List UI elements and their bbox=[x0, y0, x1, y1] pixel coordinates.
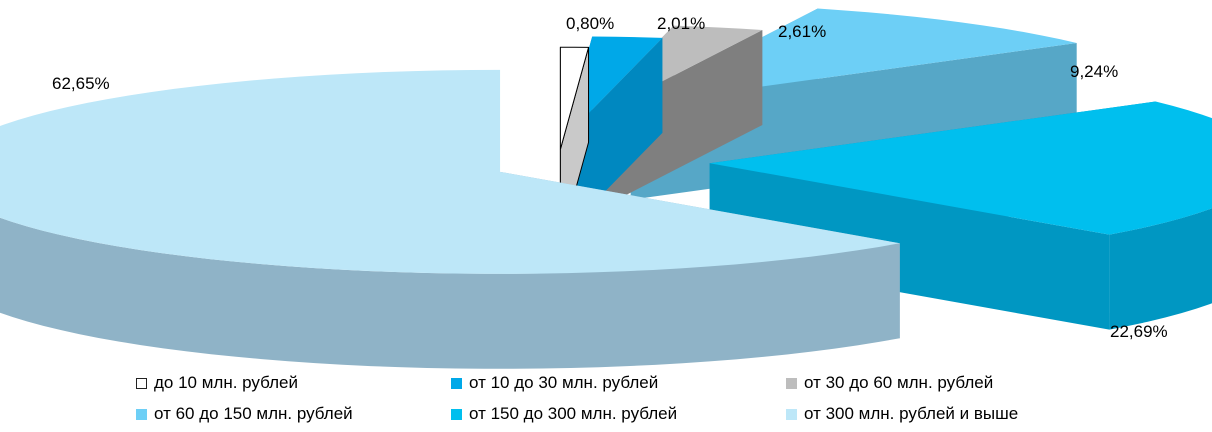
pie-slice-4-wall-1 bbox=[709, 163, 1110, 330]
slice-label-5: 62,65% bbox=[52, 74, 110, 93]
pie-slice-5-top bbox=[0, 69, 900, 274]
legend-item-2: от 30 до 60 млн. рублей bbox=[786, 373, 993, 393]
legend-label-2: от 30 до 60 млн. рублей bbox=[804, 373, 994, 392]
slice-label-4: 22,69% bbox=[1110, 322, 1168, 341]
slice-label-1: 2,01% bbox=[657, 14, 706, 33]
legend-item-1: от 10 до 30 млн. рублей bbox=[451, 373, 658, 393]
legend-item-5: от 300 млн. рублей и выше bbox=[786, 404, 1018, 424]
legend-item-3: от 60 до 150 млн. рублей bbox=[136, 404, 353, 424]
pie-slice-1-wall-1 bbox=[564, 37, 663, 234]
legend-swatch-2 bbox=[786, 377, 797, 389]
legend-swatch-4 bbox=[451, 408, 462, 420]
legend-item-0: до 10 млн. рублей bbox=[136, 373, 298, 393]
pie-slice-4-top bbox=[709, 101, 1212, 235]
pie-slice-5 bbox=[0, 69, 900, 369]
legend-label-3: от 60 до 150 млн. рублей bbox=[154, 404, 353, 423]
slice-label-2: 2,61% bbox=[778, 22, 827, 41]
pie-slice-0-top bbox=[559, 46, 590, 150]
legend-label-0: до 10 млн. рублей bbox=[154, 373, 298, 392]
pie-slice-4 bbox=[709, 101, 1212, 330]
pie-slice-4-front bbox=[1109, 208, 1212, 330]
legend-label-1: от 10 до 30 млн. рублей bbox=[469, 373, 659, 392]
slice-label-3: 9,24% bbox=[1070, 62, 1119, 81]
pie-slice-5-front bbox=[0, 217, 900, 369]
legend-label-4: от 150 до 300 млн. рублей bbox=[469, 404, 678, 423]
legend-swatch-1 bbox=[451, 377, 462, 389]
legend-swatch-0 bbox=[136, 377, 147, 389]
legend-swatch-3 bbox=[136, 408, 147, 420]
legend-label-5: от 300 млн. рублей и выше bbox=[804, 404, 1019, 423]
legend-item-4: от 150 до 300 млн. рублей bbox=[451, 404, 677, 424]
legend-swatch-5 bbox=[786, 408, 797, 420]
slice-label-0: 0,80% bbox=[566, 14, 615, 33]
